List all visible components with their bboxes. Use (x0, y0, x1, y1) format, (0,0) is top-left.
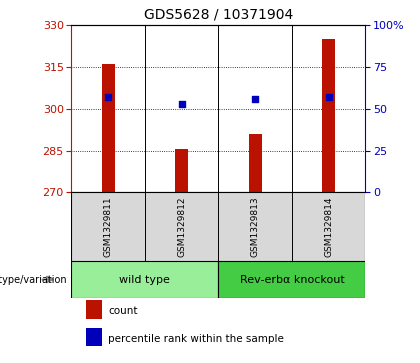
Bar (86, 300, 102, 319)
Text: GSM1329813: GSM1329813 (251, 196, 260, 257)
Text: GSM1329811: GSM1329811 (104, 196, 113, 257)
Bar (249, 134, 262, 192)
Point (252, 96, 259, 102)
Point (105, 94, 112, 100)
Text: count: count (108, 306, 138, 316)
Text: Rev-erbα knockout: Rev-erbα knockout (239, 274, 344, 285)
Bar (175, 149, 188, 192)
Title: GDS5628 / 10371904: GDS5628 / 10371904 (144, 8, 293, 21)
Bar (218, 261, 365, 298)
Point (178, 101, 185, 107)
Text: GSM1329812: GSM1329812 (177, 197, 186, 257)
Bar (102, 64, 115, 192)
Bar (86, 328, 102, 346)
Bar (71, 261, 218, 298)
Text: GSM1329814: GSM1329814 (324, 197, 333, 257)
Point (326, 94, 332, 100)
Bar (322, 39, 335, 192)
Text: wild type: wild type (119, 274, 171, 285)
Text: percentile rank within the sample: percentile rank within the sample (108, 334, 284, 344)
Text: genotype/variation: genotype/variation (0, 274, 67, 285)
